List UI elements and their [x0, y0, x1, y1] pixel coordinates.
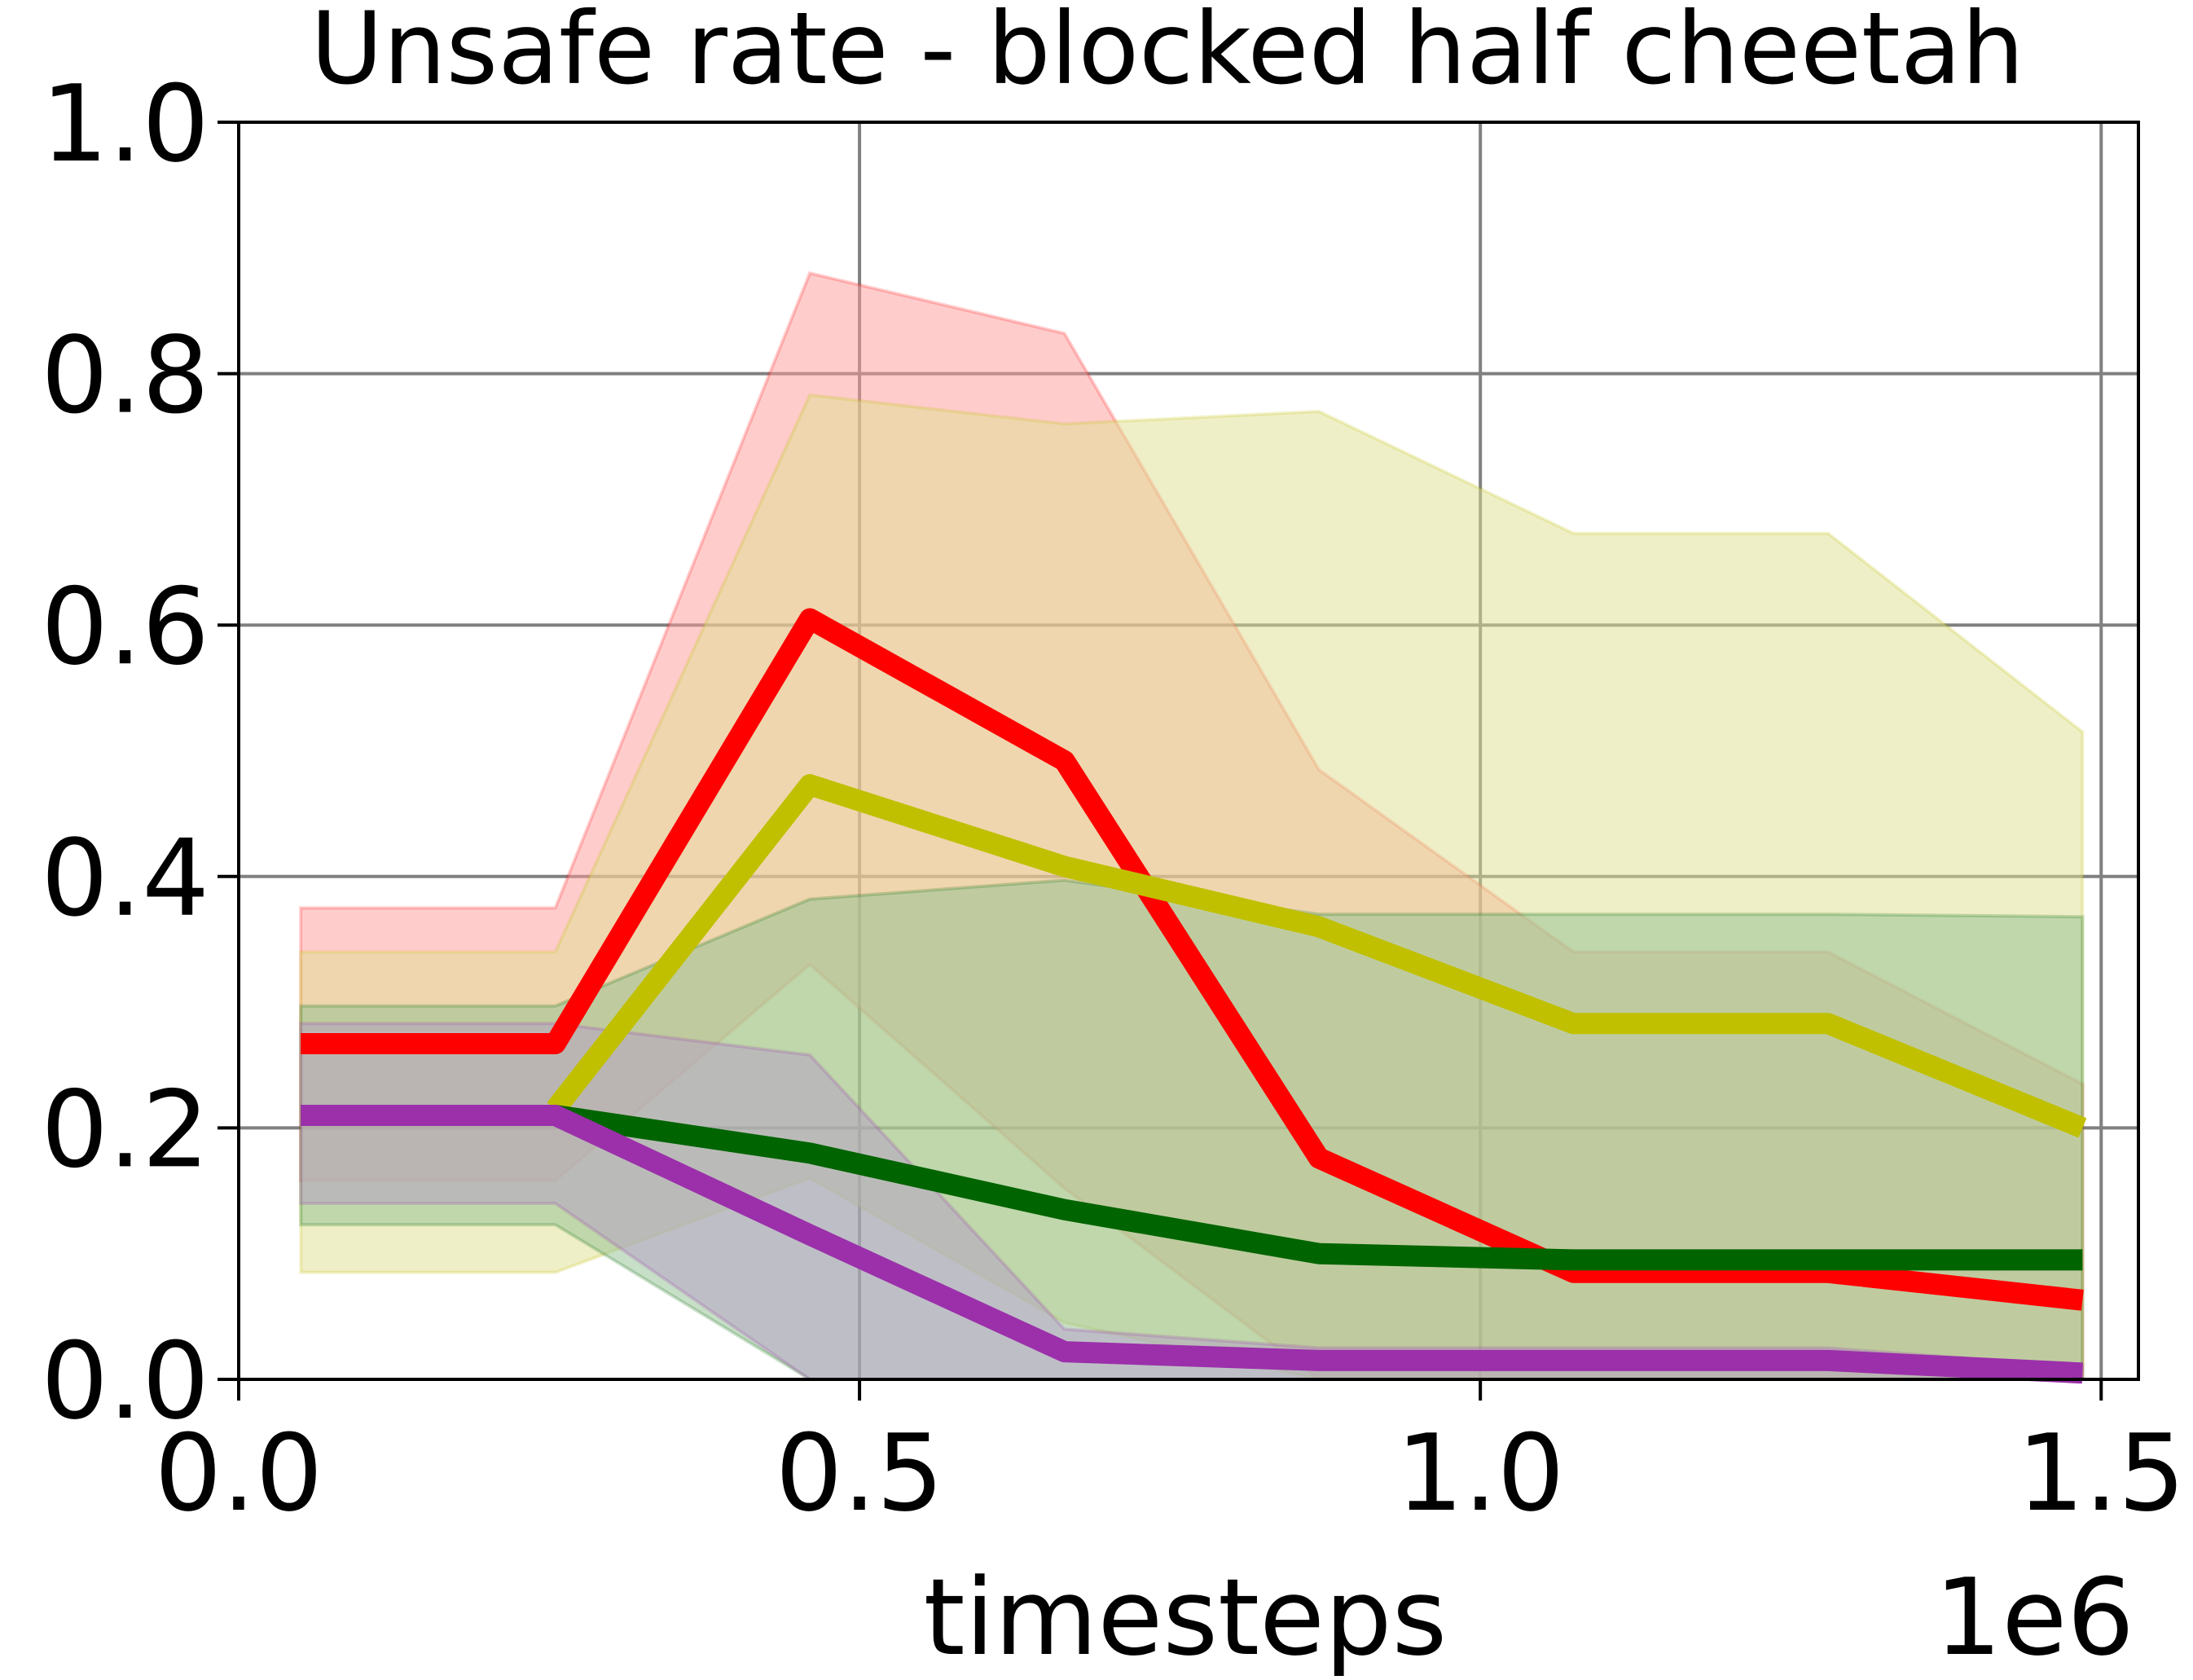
y-tick-label-4: 0.8 — [41, 314, 209, 438]
chart-title: Unsafe rate - blocked half cheetah — [310, 0, 2024, 107]
y-tick-label-3: 0.6 — [41, 565, 209, 688]
x-offset-label: 1e6 — [1935, 1555, 2134, 1679]
y-tick-label-5: 1.0 — [41, 62, 209, 186]
series-lines — [301, 608, 2087, 1384]
axis-ticks: 0.0 0.5 1.0 1.5 0.0 0.2 0.4 0.6 0.8 1.0 — [41, 62, 2185, 1535]
plot-frame — [237, 121, 2140, 1381]
y-tick-label-1: 0.2 — [41, 1067, 209, 1191]
y-tick-label-0: 0.0 — [41, 1319, 209, 1443]
series-1-line — [547, 774, 2087, 1138]
x-axis-label: timesteps — [924, 1555, 1448, 1679]
x-tick-label-3: 1.5 — [2017, 1411, 2186, 1535]
x-tick-label-2: 1.0 — [1396, 1411, 1565, 1535]
x-tick-label-0: 0.0 — [155, 1411, 323, 1535]
confidence-bands — [299, 270, 2085, 1381]
y-tick-label-2: 0.4 — [41, 816, 209, 940]
series-3-line — [301, 1105, 2084, 1384]
x-tick-label-1: 0.5 — [776, 1411, 944, 1535]
series-2-line — [301, 1105, 2083, 1271]
series-0-line — [301, 608, 2084, 1311]
